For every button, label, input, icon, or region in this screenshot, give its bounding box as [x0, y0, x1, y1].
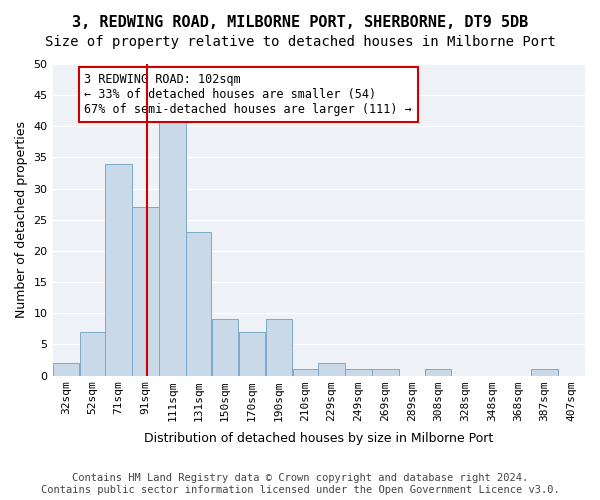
Text: 3 REDWING ROAD: 102sqm
← 33% of detached houses are smaller (54)
67% of semi-det: 3 REDWING ROAD: 102sqm ← 33% of detached… [85, 74, 412, 116]
Bar [319, 363, 345, 376]
Text: 3, REDWING ROAD, MILBORNE PORT, SHERBORNE, DT9 5DB: 3, REDWING ROAD, MILBORNE PORT, SHERBORN… [72, 15, 528, 30]
Bar [293, 370, 318, 376]
Y-axis label: Number of detached properties: Number of detached properties [15, 122, 28, 318]
Text: Size of property relative to detached houses in Milborne Port: Size of property relative to detached ho… [44, 35, 556, 49]
Text: Contains HM Land Registry data © Crown copyright and database right 2024.
Contai: Contains HM Land Registry data © Crown c… [41, 474, 559, 495]
Bar [266, 320, 292, 376]
Bar [187, 232, 211, 376]
Bar [80, 332, 105, 376]
Bar [346, 370, 371, 376]
Bar [373, 370, 398, 376]
Bar [133, 208, 158, 376]
Bar [106, 164, 132, 376]
Bar [160, 120, 185, 376]
Bar [425, 370, 451, 376]
Bar [212, 320, 238, 376]
Bar [532, 370, 558, 376]
X-axis label: Distribution of detached houses by size in Milborne Port: Distribution of detached houses by size … [144, 432, 493, 445]
Bar [53, 363, 79, 376]
Bar [239, 332, 265, 376]
